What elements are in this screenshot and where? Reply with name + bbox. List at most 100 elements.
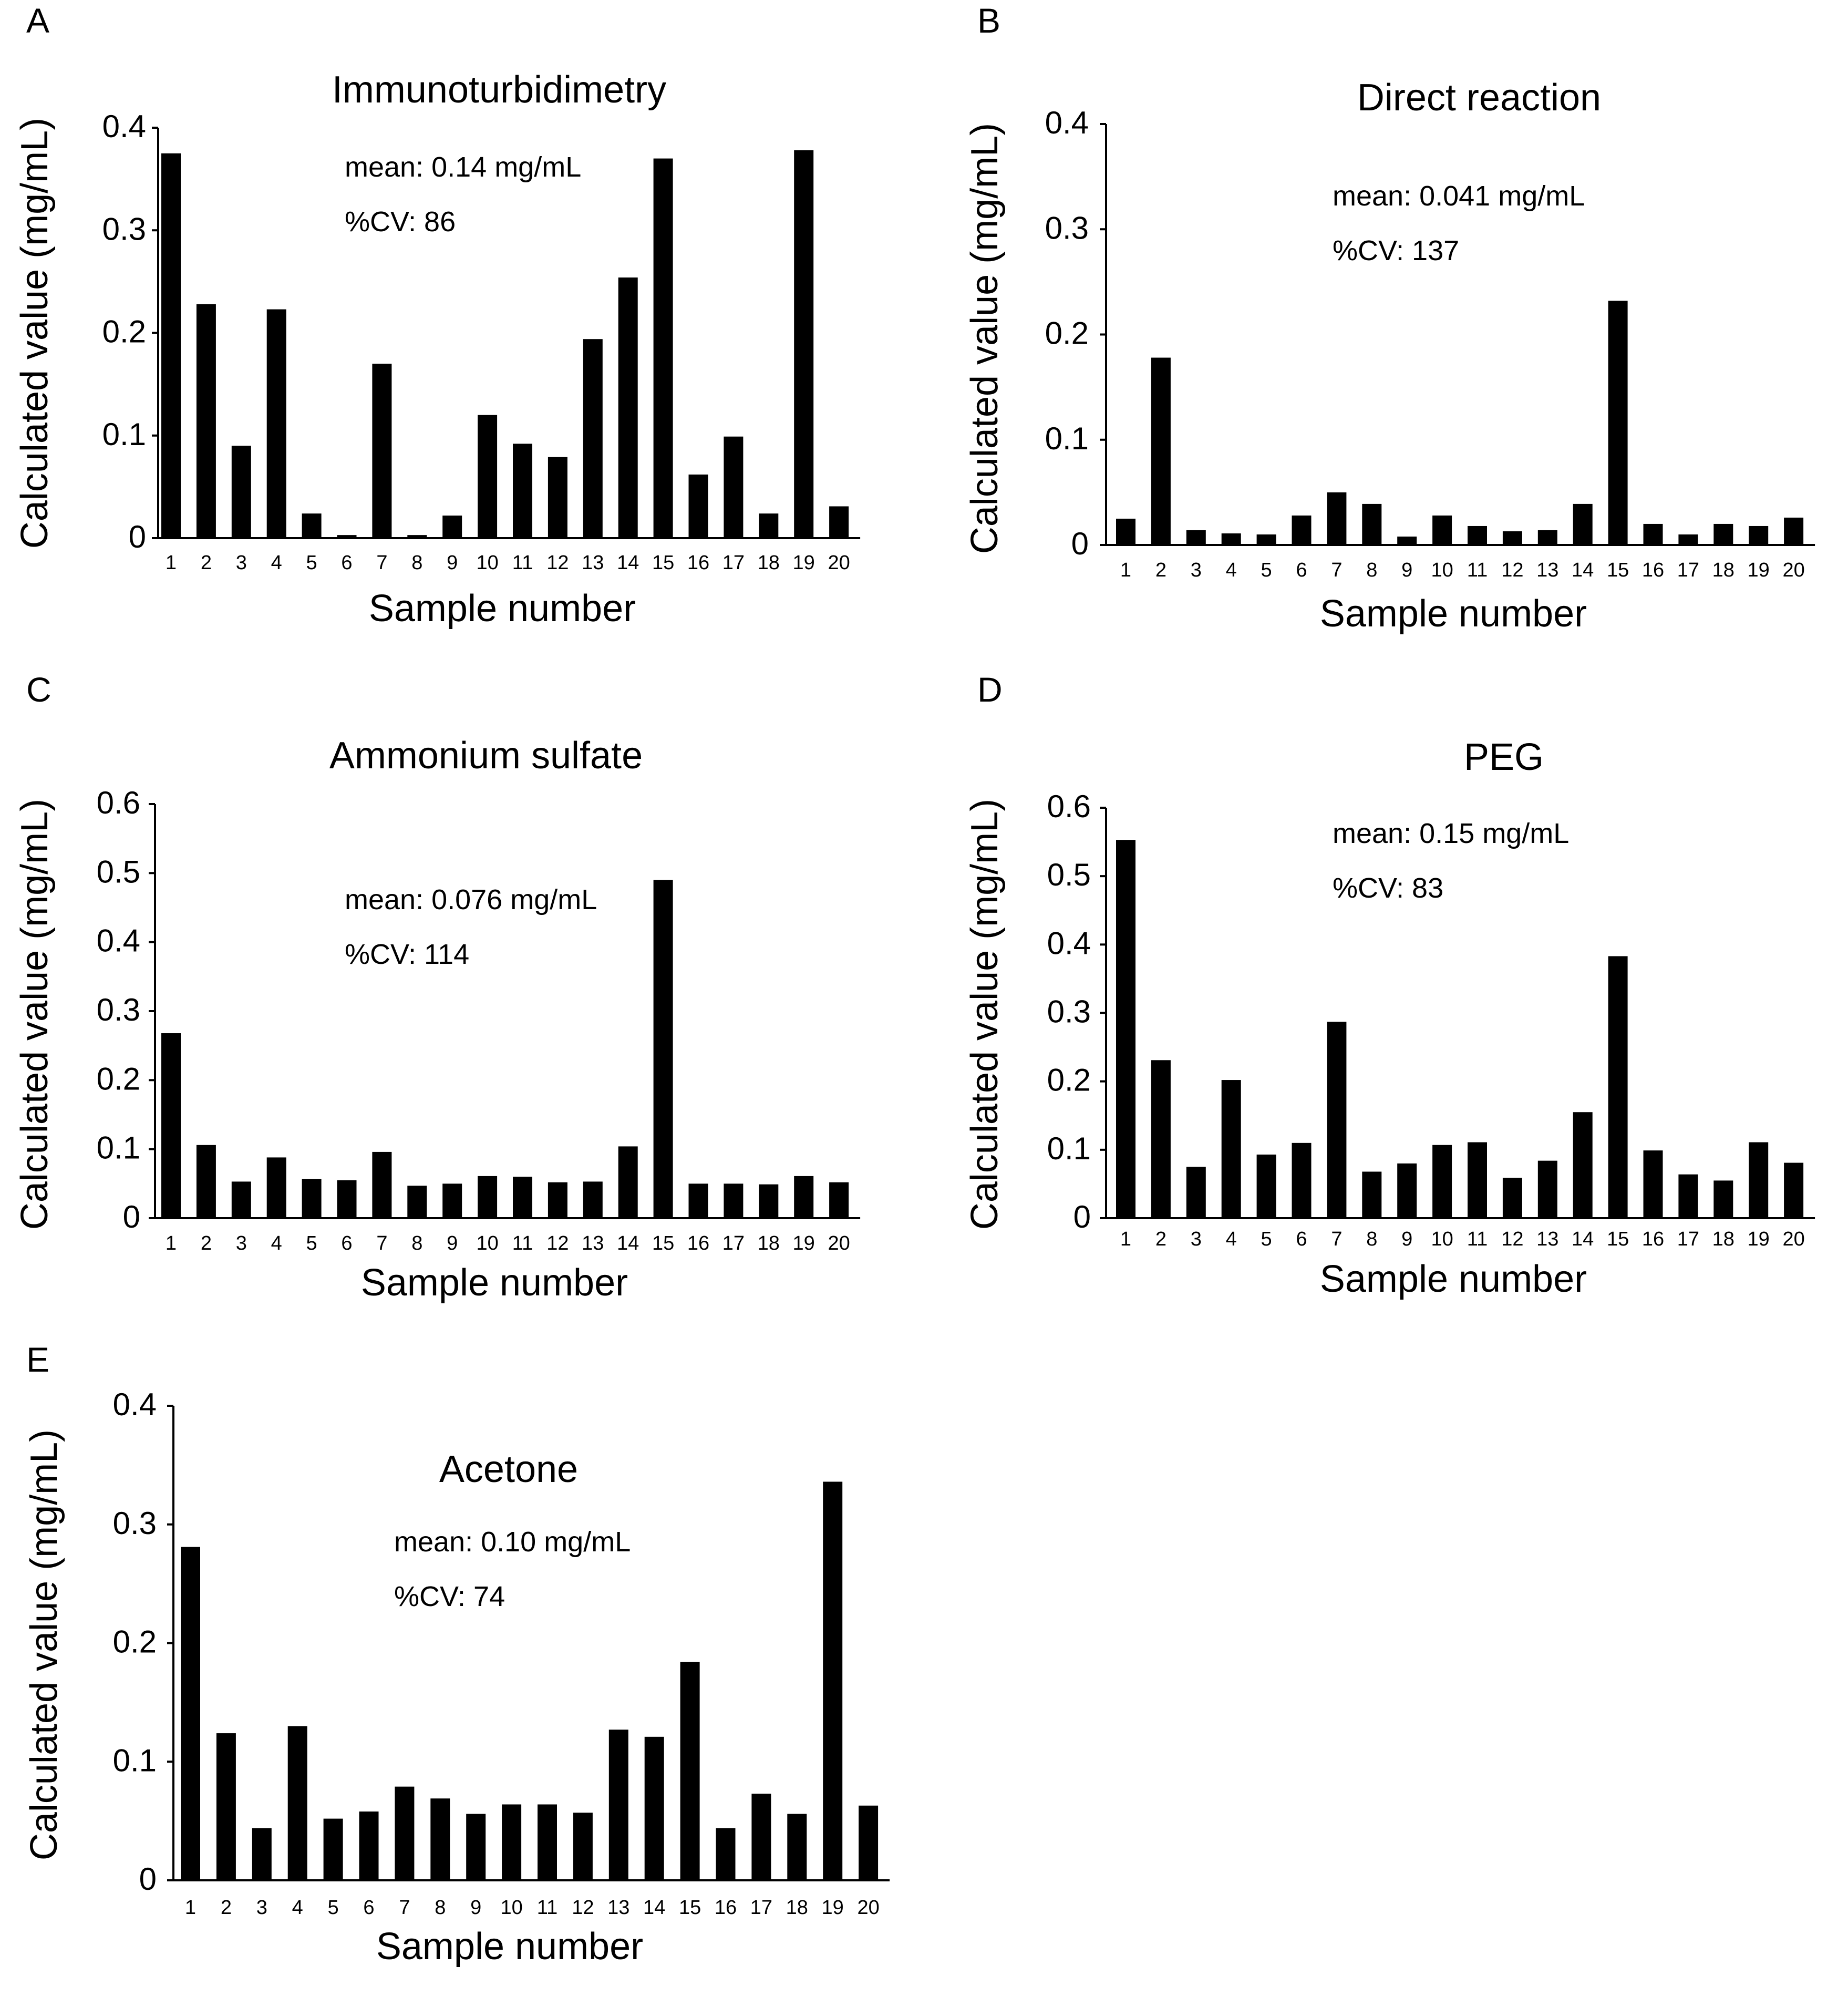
- bar-sample-15: [653, 158, 673, 538]
- x-tick-label: 10: [500, 1897, 522, 1919]
- x-tick-label: 19: [793, 1232, 815, 1254]
- x-tick-label: 18: [1712, 559, 1735, 581]
- panel-letter: C: [26, 670, 51, 709]
- bar-sample-10: [478, 415, 498, 538]
- bar-sample-11: [1468, 526, 1487, 545]
- x-tick-label: 8: [435, 1897, 446, 1919]
- x-tick-label: 17: [1677, 559, 1699, 581]
- bar-sample-14: [618, 1146, 638, 1218]
- y-tick-label: 0.2: [1045, 316, 1089, 351]
- x-tick-label: 20: [828, 552, 850, 574]
- chart-title: Direct reaction: [1357, 77, 1601, 119]
- mean-annotation: mean: 0.076 mg/mL: [345, 884, 597, 915]
- bar-sample-9: [442, 1183, 462, 1218]
- bar-sample-17: [724, 1183, 744, 1218]
- x-tick-label: 8: [411, 1232, 422, 1254]
- bar-sample-11: [1468, 1142, 1487, 1218]
- x-tick-label: 14: [617, 552, 639, 574]
- bar-sample-6: [337, 1180, 357, 1218]
- x-tick-label: 9: [1401, 559, 1412, 581]
- bar-sample-4: [1221, 1080, 1241, 1218]
- x-tick-label: 4: [271, 1232, 282, 1254]
- x-tick-label: 4: [1226, 559, 1237, 581]
- bar-sample-2: [1151, 1060, 1171, 1218]
- y-tick-label: 0: [123, 1199, 140, 1234]
- x-tick-label: 18: [786, 1897, 808, 1919]
- x-tick-label: 5: [306, 1232, 317, 1254]
- y-tick-label: 0.1: [97, 1130, 140, 1166]
- bar-sample-3: [231, 446, 251, 538]
- bar-sample-17: [1678, 1174, 1698, 1218]
- bar-sample-15: [1608, 956, 1628, 1218]
- y-tick-label: 0.6: [97, 785, 140, 820]
- y-tick-label: 0.5: [97, 854, 140, 889]
- y-tick-label: 0.4: [97, 923, 140, 959]
- x-tick-label: 20: [857, 1897, 879, 1919]
- x-tick-label: 3: [1191, 559, 1202, 581]
- x-tick-label: 10: [1431, 1228, 1453, 1250]
- bar-sample-10: [502, 1804, 522, 1880]
- x-tick-label: 12: [1501, 1228, 1523, 1250]
- x-tick-label: 13: [1536, 1228, 1558, 1250]
- x-tick-label: 17: [722, 1232, 745, 1254]
- bar-sample-8: [1362, 503, 1382, 545]
- mean-annotation: mean: 0.10 mg/mL: [394, 1526, 631, 1558]
- bar-sample-2: [196, 1145, 216, 1218]
- bar-sample-6: [1292, 515, 1312, 545]
- x-tick-label: 14: [617, 1232, 639, 1254]
- bar-sample-7: [395, 1786, 415, 1880]
- bar-sample-4: [266, 309, 286, 538]
- x-tick-label: 9: [1401, 1228, 1412, 1250]
- bar-sample-15: [653, 880, 673, 1218]
- x-tick-label: 8: [411, 552, 422, 574]
- bar-sample-14: [644, 1736, 664, 1880]
- x-tick-label: 14: [1572, 559, 1594, 581]
- bar-sample-12: [573, 1813, 593, 1880]
- y-tick-label: 0.2: [102, 314, 146, 349]
- x-tick-label: 15: [1607, 1228, 1629, 1250]
- x-axis-label: Sample number: [1320, 1258, 1587, 1300]
- bar-sample-16: [1643, 523, 1663, 545]
- x-tick-label: 2: [221, 1897, 232, 1919]
- x-tick-label: 19: [822, 1897, 844, 1919]
- x-tick-label: 15: [679, 1897, 701, 1919]
- x-tick-label: 17: [750, 1897, 772, 1919]
- x-tick-label: 7: [1331, 1228, 1342, 1250]
- x-tick-label: 12: [546, 1232, 569, 1254]
- bar-sample-19: [794, 1176, 814, 1218]
- bar-sample-14: [1573, 503, 1593, 545]
- x-tick-label: 9: [447, 1232, 458, 1254]
- bar-sample-3: [252, 1828, 272, 1880]
- y-axis-label: Calculated value (mg/mL): [23, 1429, 65, 1860]
- x-tick-label: 20: [828, 1232, 850, 1254]
- bar-sample-8: [430, 1798, 450, 1880]
- x-tick-label: 10: [1431, 559, 1453, 581]
- bar-sample-5: [302, 513, 322, 538]
- x-tick-label: 1: [1120, 559, 1131, 581]
- bar-sample-4: [287, 1726, 307, 1880]
- bar-sample-20: [829, 1182, 849, 1218]
- bar-sample-11: [538, 1804, 557, 1880]
- x-tick-label: 8: [1366, 559, 1377, 581]
- x-tick-label: 14: [1572, 1228, 1594, 1250]
- bar-sample-18: [759, 513, 779, 538]
- x-tick-label: 10: [476, 552, 498, 574]
- bar-sample-3: [231, 1181, 251, 1218]
- bar-sample-10: [1432, 515, 1452, 545]
- x-tick-label: 9: [470, 1897, 481, 1919]
- x-tick-label: 15: [1607, 559, 1629, 581]
- y-tick-label: 0.1: [102, 417, 146, 452]
- x-tick-label: 17: [722, 552, 745, 574]
- y-tick-label: 0: [1071, 526, 1089, 561]
- y-tick-label: 0.1: [1045, 421, 1089, 456]
- y-tick-label: 0.3: [1047, 994, 1091, 1030]
- x-tick-label: 11: [1467, 559, 1488, 581]
- x-tick-label: 1: [166, 552, 177, 574]
- bar-sample-13: [583, 1181, 603, 1218]
- bar-sample-19: [1749, 1142, 1769, 1218]
- x-tick-label: 7: [1331, 559, 1342, 581]
- bar-sample-15: [680, 1662, 700, 1880]
- bar-sample-12: [1502, 531, 1522, 545]
- bar-sample-18: [1713, 523, 1733, 545]
- bar-sample-9: [442, 516, 462, 538]
